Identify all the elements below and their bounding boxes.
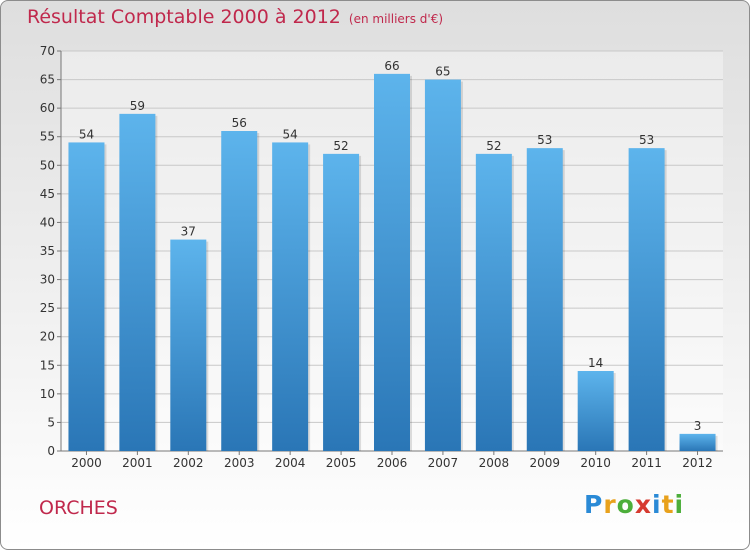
x-tick-label: 2005 bbox=[326, 456, 357, 470]
unit-note: (en milliers d'€) bbox=[348, 12, 444, 26]
logo-letter: x bbox=[634, 490, 652, 519]
place-name: ORCHES bbox=[39, 497, 118, 519]
logo-letter: i bbox=[652, 490, 662, 519]
data-label: 54 bbox=[79, 127, 94, 141]
chart-title: Résultat Comptable 2000 à 2012 (en millie… bbox=[27, 6, 444, 28]
x-tick-label: 2002 bbox=[173, 456, 204, 470]
x-tick-label: 2011 bbox=[631, 456, 662, 470]
bar bbox=[374, 73, 410, 451]
data-label: 52 bbox=[333, 139, 348, 153]
y-tick-label: 0 bbox=[47, 444, 55, 458]
logo-letter: r bbox=[603, 490, 617, 519]
proxiti-logo: Proxiti bbox=[584, 490, 684, 519]
x-tick-label: 2007 bbox=[428, 456, 459, 470]
x-tick-label: 2000 bbox=[71, 456, 102, 470]
bar bbox=[424, 79, 461, 452]
logo-letter: t bbox=[661, 490, 675, 519]
y-tick-label: 5 bbox=[47, 415, 55, 429]
data-label: 53 bbox=[639, 133, 654, 147]
data-label: 3 bbox=[694, 419, 702, 433]
bar bbox=[628, 148, 665, 451]
x-tick-label: 2008 bbox=[479, 456, 510, 470]
x-tick-label: 2003 bbox=[224, 456, 255, 470]
logo-letter: o bbox=[616, 490, 635, 519]
data-label: 65 bbox=[435, 65, 450, 79]
data-label: 52 bbox=[486, 139, 501, 153]
y-tick-label: 10 bbox=[40, 387, 55, 401]
logo-letter: i bbox=[674, 490, 685, 519]
logo-letter: P bbox=[584, 490, 604, 519]
bar bbox=[577, 371, 614, 451]
y-tick-label: 15 bbox=[40, 358, 55, 372]
x-tick-label: 2004 bbox=[275, 456, 306, 470]
data-label: 66 bbox=[384, 59, 399, 73]
y-tick-label: 35 bbox=[40, 244, 55, 258]
x-tick-label: 2012 bbox=[682, 456, 713, 470]
data-label: 14 bbox=[588, 356, 603, 370]
bar bbox=[170, 239, 207, 451]
x-tick-label: 2006 bbox=[377, 456, 408, 470]
y-tick-label: 55 bbox=[40, 130, 55, 144]
bar bbox=[119, 113, 156, 451]
bar bbox=[68, 142, 105, 451]
y-tick-label: 40 bbox=[40, 215, 55, 229]
y-tick-label: 65 bbox=[40, 73, 55, 87]
bar bbox=[475, 153, 512, 451]
bar bbox=[526, 148, 563, 451]
bar bbox=[323, 153, 360, 451]
bar bbox=[272, 142, 309, 451]
bar bbox=[221, 131, 258, 451]
x-tick-label: 2010 bbox=[580, 456, 611, 470]
y-tick-label: 30 bbox=[40, 273, 55, 287]
y-tick-label: 25 bbox=[40, 301, 55, 315]
y-tick-label: 45 bbox=[40, 187, 55, 201]
x-tick-label: 2009 bbox=[529, 456, 560, 470]
y-tick-label: 20 bbox=[40, 330, 55, 344]
y-tick-label: 60 bbox=[40, 101, 55, 115]
data-label: 53 bbox=[537, 133, 552, 147]
y-tick-label: 70 bbox=[40, 44, 55, 58]
y-tick-label: 50 bbox=[40, 158, 55, 172]
data-label: 56 bbox=[232, 116, 247, 130]
bar bbox=[679, 433, 716, 451]
x-tick-label: 2001 bbox=[122, 456, 153, 470]
data-label: 54 bbox=[283, 127, 298, 141]
data-label: 37 bbox=[181, 225, 196, 239]
data-label: 59 bbox=[130, 99, 145, 113]
